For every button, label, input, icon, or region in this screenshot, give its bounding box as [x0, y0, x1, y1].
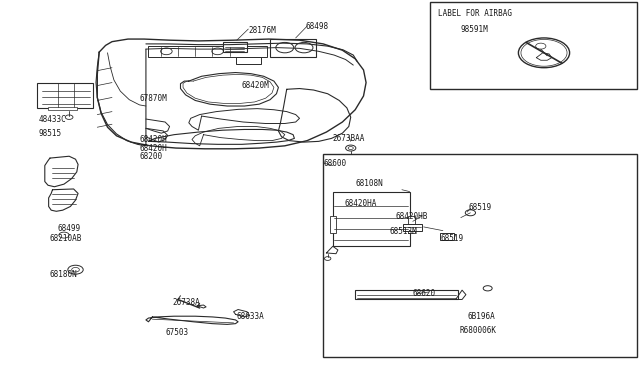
Text: 68519: 68519	[440, 234, 463, 243]
Text: 67870M: 67870M	[140, 94, 167, 103]
Text: 68600: 68600	[323, 159, 346, 168]
Text: 68108N: 68108N	[355, 179, 383, 187]
Text: 26738A: 26738A	[173, 298, 200, 307]
Bar	[37, 83, 93, 108]
Text: 68420HA: 68420HA	[344, 199, 377, 208]
Text: 68498: 68498	[306, 22, 329, 31]
Bar	[333, 192, 410, 246]
Text: 68513M: 68513M	[389, 227, 417, 236]
Text: 2673BAA: 2673BAA	[333, 134, 365, 143]
Text: LABEL FOR AIRBAG: LABEL FOR AIRBAG	[438, 9, 513, 17]
Text: 68420H: 68420H	[140, 144, 167, 153]
Bar	[403, 224, 422, 231]
Bar	[223, 42, 247, 52]
Text: 68420H: 68420H	[140, 135, 167, 144]
Bar	[330, 216, 336, 232]
Text: 28176M: 28176M	[248, 26, 276, 35]
Bar	[440, 233, 454, 240]
Bar	[355, 290, 458, 299]
Bar	[430, 2, 637, 89]
Bar	[323, 154, 637, 357]
Bar	[48, 107, 77, 110]
Text: 68499: 68499	[58, 224, 81, 233]
Text: 68420M: 68420M	[242, 81, 269, 90]
Text: 98515: 98515	[38, 129, 61, 138]
Text: 68420HB: 68420HB	[396, 212, 428, 221]
Text: 68210AB: 68210AB	[49, 234, 82, 243]
Bar	[408, 216, 415, 232]
Bar	[236, 57, 261, 64]
Text: 68519: 68519	[468, 203, 492, 212]
Text: R680006K: R680006K	[460, 326, 497, 335]
Bar	[148, 46, 267, 57]
Text: 68633A: 68633A	[237, 312, 264, 321]
Text: 67503: 67503	[165, 328, 188, 337]
Text: 68200: 68200	[140, 153, 163, 161]
Text: 6B196A: 6B196A	[467, 312, 495, 321]
Text: 98591M: 98591M	[461, 25, 488, 34]
Bar	[270, 39, 316, 57]
Text: 68620: 68620	[413, 289, 436, 298]
Text: 48433C: 48433C	[38, 115, 66, 124]
Text: 68180N: 68180N	[49, 270, 77, 279]
